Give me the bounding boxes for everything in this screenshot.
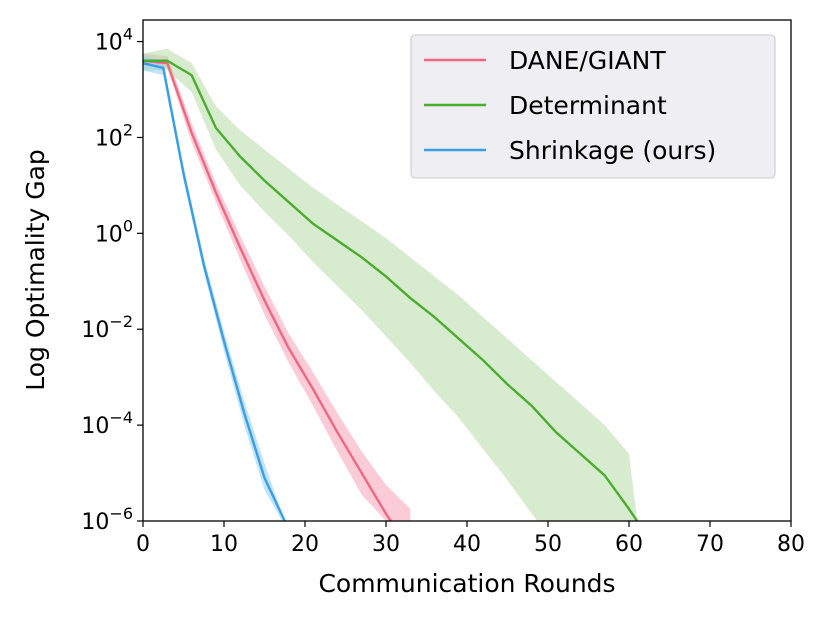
y-tick-label: 102 [95,120,133,151]
y-axis-label: Log Optimality Gap [21,149,50,391]
y-tick-label: 10−4 [81,408,133,439]
y-tick-label: 10−6 [81,504,133,535]
line-series-2 [143,61,286,521]
legend-label-2: Shrinkage (ours) [509,136,716,165]
line-series-0 [143,59,393,521]
x-tick-label: 40 [453,532,481,557]
x-tick-label: 80 [777,532,805,557]
legend-label-0: DANE/GIANT [509,46,666,75]
y-tick-label: 10−2 [81,312,133,343]
band-series-0 [143,53,411,521]
y-tick-label: 100 [95,216,133,247]
x-tick-label: 20 [291,532,319,557]
x-tick-label: 10 [210,532,238,557]
legend: DANE/GIANT Determinant Shrinkage (ours) [410,34,776,179]
x-tick-label: 50 [534,532,562,557]
x-tick-label: 70 [696,532,724,557]
x-tick-label: 30 [372,532,400,557]
x-axis-label: Communication Rounds [318,569,615,598]
line-series-1 [143,59,639,521]
band-series-1 [143,48,638,521]
legend-label-1: Determinant [509,91,667,120]
legend-box [410,34,776,179]
x-tick-label: 60 [615,532,643,557]
x-tick-label: 0 [136,532,150,557]
y-tick-label: 104 [95,25,133,56]
